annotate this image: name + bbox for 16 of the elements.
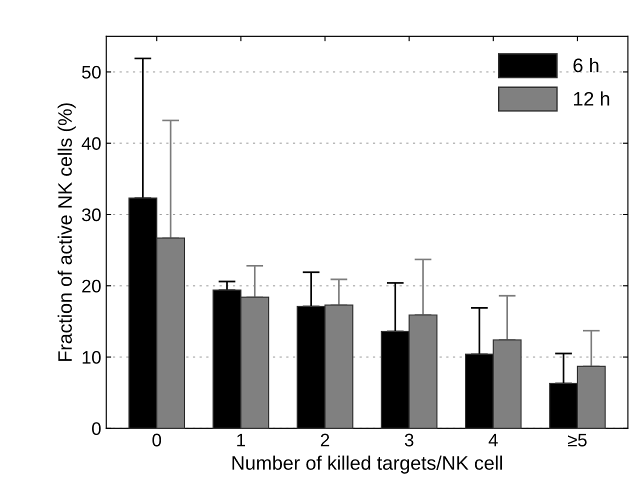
legend-label: 12 h [574,91,610,106]
x-tick-label: ≥5 [568,434,587,446]
y-tick-label: 30 [82,208,101,222]
x-tick-label: 4 [488,434,498,446]
x-tick-label: 1 [237,434,246,446]
y-axis-title: Fraction of active NK cells (%) [58,103,76,361]
y-tick-label: 50 [82,66,101,79]
legend-label: 6 h [574,58,598,72]
x-tick-label: 2 [320,434,330,446]
y-tick-label: 40 [82,137,101,150]
y-tick-label: 20 [82,280,101,292]
x-tick-label: 0 [152,434,162,446]
y-tick-label: 10 [82,350,101,364]
y-tick-label: 0 [92,422,101,436]
x-axis-title: Number of killed targets/NK cell [232,456,502,474]
x-tick-label: 3 [404,434,414,446]
